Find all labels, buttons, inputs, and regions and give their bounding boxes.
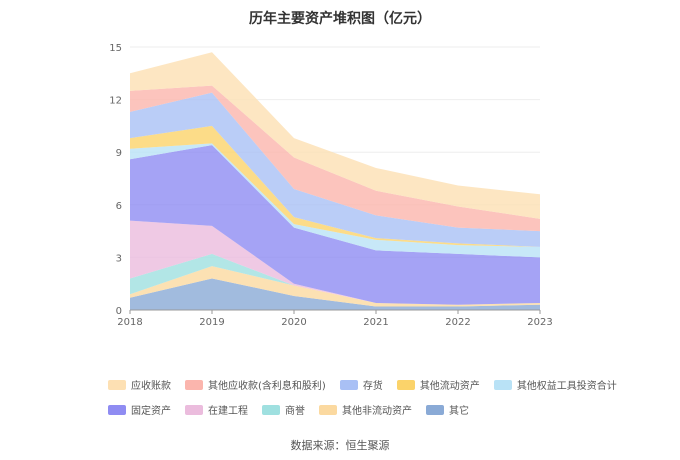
legend-item[interactable]: 其他权益工具投资合计 (493, 377, 617, 392)
legend-label: 在建工程 (208, 406, 248, 417)
y-tick-label: 9 (116, 148, 122, 159)
x-tick-label: 2019 (199, 317, 224, 328)
area-series-4 (130, 145, 540, 305)
area-series-0 (130, 278, 540, 310)
legend-item[interactable]: 其它 (426, 402, 469, 417)
legend-item[interactable]: 商誉 (262, 402, 305, 417)
legend-item[interactable]: 其他应收款(含利息和股利) (185, 377, 326, 392)
legend-label: 其他非流动资产 (342, 406, 412, 417)
area-series-5 (130, 143, 540, 258)
area-series-2 (130, 253, 540, 305)
area-series-1 (130, 266, 540, 307)
legend-swatch (339, 379, 358, 390)
area-series-9 (130, 52, 540, 219)
legend-label: 其他权益工具投资合计 (516, 381, 617, 392)
x-tick-label: 2022 (445, 317, 470, 328)
y-tick-label: 0 (116, 306, 122, 317)
legend-item[interactable]: 在建工程 (185, 402, 248, 417)
legend-item[interactable]: 其他流动资产 (396, 377, 480, 392)
area-series-7 (130, 92, 540, 247)
legend-label: 其他流动资产 (419, 381, 480, 392)
legend-label: 其它 (449, 406, 469, 417)
legend-label: 其他应收款(含利息和股利) (208, 381, 326, 392)
legend-swatch (185, 404, 203, 415)
area-series-6 (130, 125, 540, 247)
x-tick-label: 2023 (527, 317, 552, 328)
legend-swatch (262, 404, 280, 415)
legend-label: 固定资产 (131, 406, 171, 417)
y-tick-label: 15 (109, 43, 122, 54)
legend-swatch (319, 404, 337, 415)
legend-swatch (396, 379, 415, 390)
legend-item[interactable]: 固定资产 (108, 402, 171, 417)
legend: 应收账款 其他应收款(含利息和股利) 存货 其他流动资产 其他权益工具投资合计固定资产 在… (108, 377, 628, 417)
area-series-8 (130, 85, 540, 232)
x-tick-label: 2020 (281, 317, 306, 328)
area-series (130, 52, 540, 310)
legend-swatch (493, 379, 512, 390)
x-tick-label: 2018 (117, 317, 142, 328)
chart-title: 历年主要资产堆积图（亿元） (249, 11, 431, 27)
legend-item[interactable]: 其他非流动资产 (319, 402, 412, 417)
axes: 0 3 6 9 12 15 2018 2019 2020 2021 2022 2023 (109, 43, 552, 328)
legend-label: 商誉 (285, 406, 305, 417)
legend-item[interactable]: 应收账款 (108, 377, 171, 392)
x-tick-label: 2021 (363, 317, 388, 328)
data-source-note: 数据来源：恒生聚源 (290, 439, 390, 452)
y-tick-label: 3 (116, 253, 122, 264)
stacked-area-chart: 0 3 6 9 12 15 2018 2019 2020 2021 2022 2023 (109, 43, 552, 328)
legend-item[interactable]: 存货 (339, 377, 383, 392)
legend-swatch (108, 379, 126, 390)
y-tick-label: 12 (109, 96, 122, 107)
legend-label: 应收账款 (131, 381, 171, 392)
legend-swatch (185, 379, 203, 390)
y-tick-label: 6 (116, 201, 122, 212)
legend-label: 存货 (362, 381, 383, 392)
legend-swatch (426, 404, 444, 415)
legend-swatch (108, 404, 126, 415)
area-series-3 (130, 220, 540, 305)
